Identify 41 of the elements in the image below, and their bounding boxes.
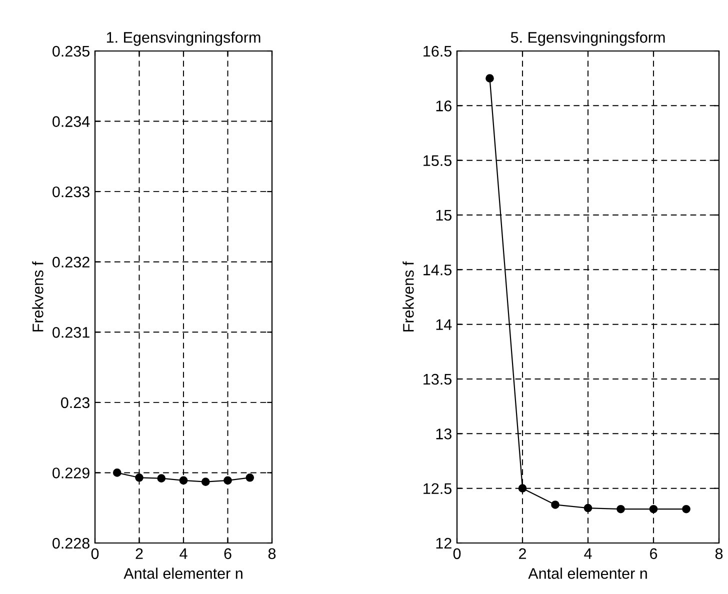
y-tick-label: 13	[436, 428, 452, 440]
y-tick-label: 0.233	[52, 186, 90, 198]
chart-title: 1. Egensvingningsform	[106, 32, 260, 46]
y-tick-label: 16.5	[424, 46, 452, 57]
y-tick-label: 0.235	[52, 46, 90, 57]
y-tick-label: 0.232	[52, 256, 90, 268]
point	[616, 504, 625, 514]
point	[486, 74, 494, 82]
y-axis-title: Frekvens f	[402, 261, 414, 332]
chart-title: 5. Egensvingningsform	[510, 32, 665, 46]
y-tick-label: 12.5	[424, 483, 452, 494]
x-tick-label: 2	[136, 548, 143, 559]
x-tick-label: 2	[519, 548, 526, 559]
point	[518, 484, 527, 492]
x-tick-label: 0	[453, 548, 461, 560]
x-tick-label: 0	[91, 548, 99, 560]
y-axis-title: Frekvens f	[32, 261, 44, 332]
x-axis-title: Antal elementer n	[124, 568, 242, 579]
y-tick-label: 13.5	[424, 374, 452, 385]
y-tick-label: 16	[436, 100, 452, 112]
x-tick-label: 8	[715, 548, 723, 560]
y-tick-label: 14.5	[424, 264, 452, 276]
y-tick-label: 12	[436, 538, 452, 549]
y-tick-label: 0.228	[52, 538, 90, 549]
y-tick-label: 14	[436, 319, 452, 330]
point	[649, 504, 658, 514]
y-tick-label: 0.231	[52, 327, 90, 338]
y-tick-label: 0.229	[52, 468, 90, 478]
y-tick-label: 0.23	[61, 397, 90, 408]
y-tick-label: 0.234	[52, 116, 90, 127]
y-tick-label: 15	[436, 210, 452, 221]
x-tick-label: 4	[584, 548, 592, 559]
point	[584, 504, 592, 512]
x-tick-label: 8	[268, 548, 276, 560]
point	[682, 504, 690, 514]
x-tick-label: 6	[224, 548, 232, 560]
point	[551, 500, 560, 509]
y-tick-label: 15.5	[424, 155, 452, 166]
x-tick-label: 4	[180, 548, 188, 559]
x-tick-label: 6	[650, 548, 658, 560]
x-axis-title: Antal elementer n	[528, 568, 647, 579]
